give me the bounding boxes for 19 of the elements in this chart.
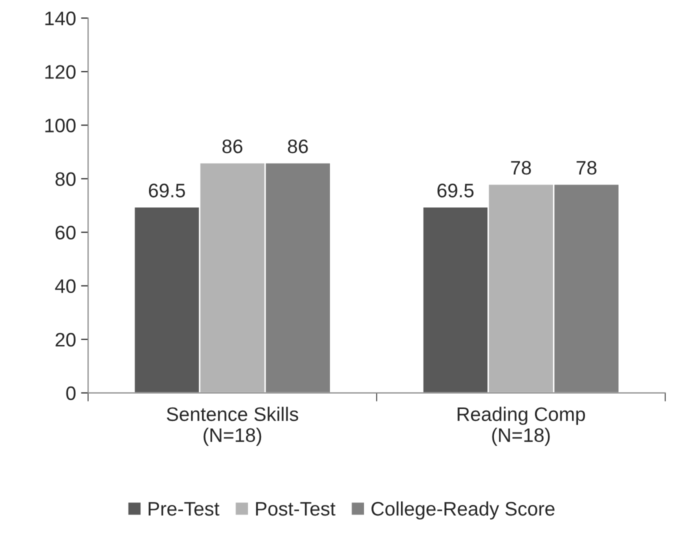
x-tick-label: Sentence Skills (N=18) [166, 406, 298, 446]
y-tick-label: 20 [56, 332, 76, 347]
y-tick-label: 60 [56, 226, 76, 240]
data-label: 78 [576, 160, 596, 175]
legend-label: Pre-Test [148, 502, 220, 516]
y-tick-label: 100 [45, 118, 76, 132]
y-tick-label: 140 [45, 12, 76, 26]
legend-label: Post-Test [256, 502, 336, 516]
y-tick-label: 120 [45, 65, 76, 79]
legend-label: College-Ready Score [372, 501, 554, 520]
data-label: 78 [511, 160, 531, 175]
x-tick-label: Reading Comp (N=18) [458, 406, 585, 446]
data-label: 86 [288, 139, 308, 154]
data-label: 69.5 [148, 184, 185, 198]
y-tick-label: 40 [55, 279, 76, 294]
y-tick-label: 0 [66, 386, 76, 400]
y-tick-label: 80 [56, 172, 76, 186]
data-label: 86 [222, 139, 242, 154]
data-label: 69.5 [438, 184, 474, 198]
